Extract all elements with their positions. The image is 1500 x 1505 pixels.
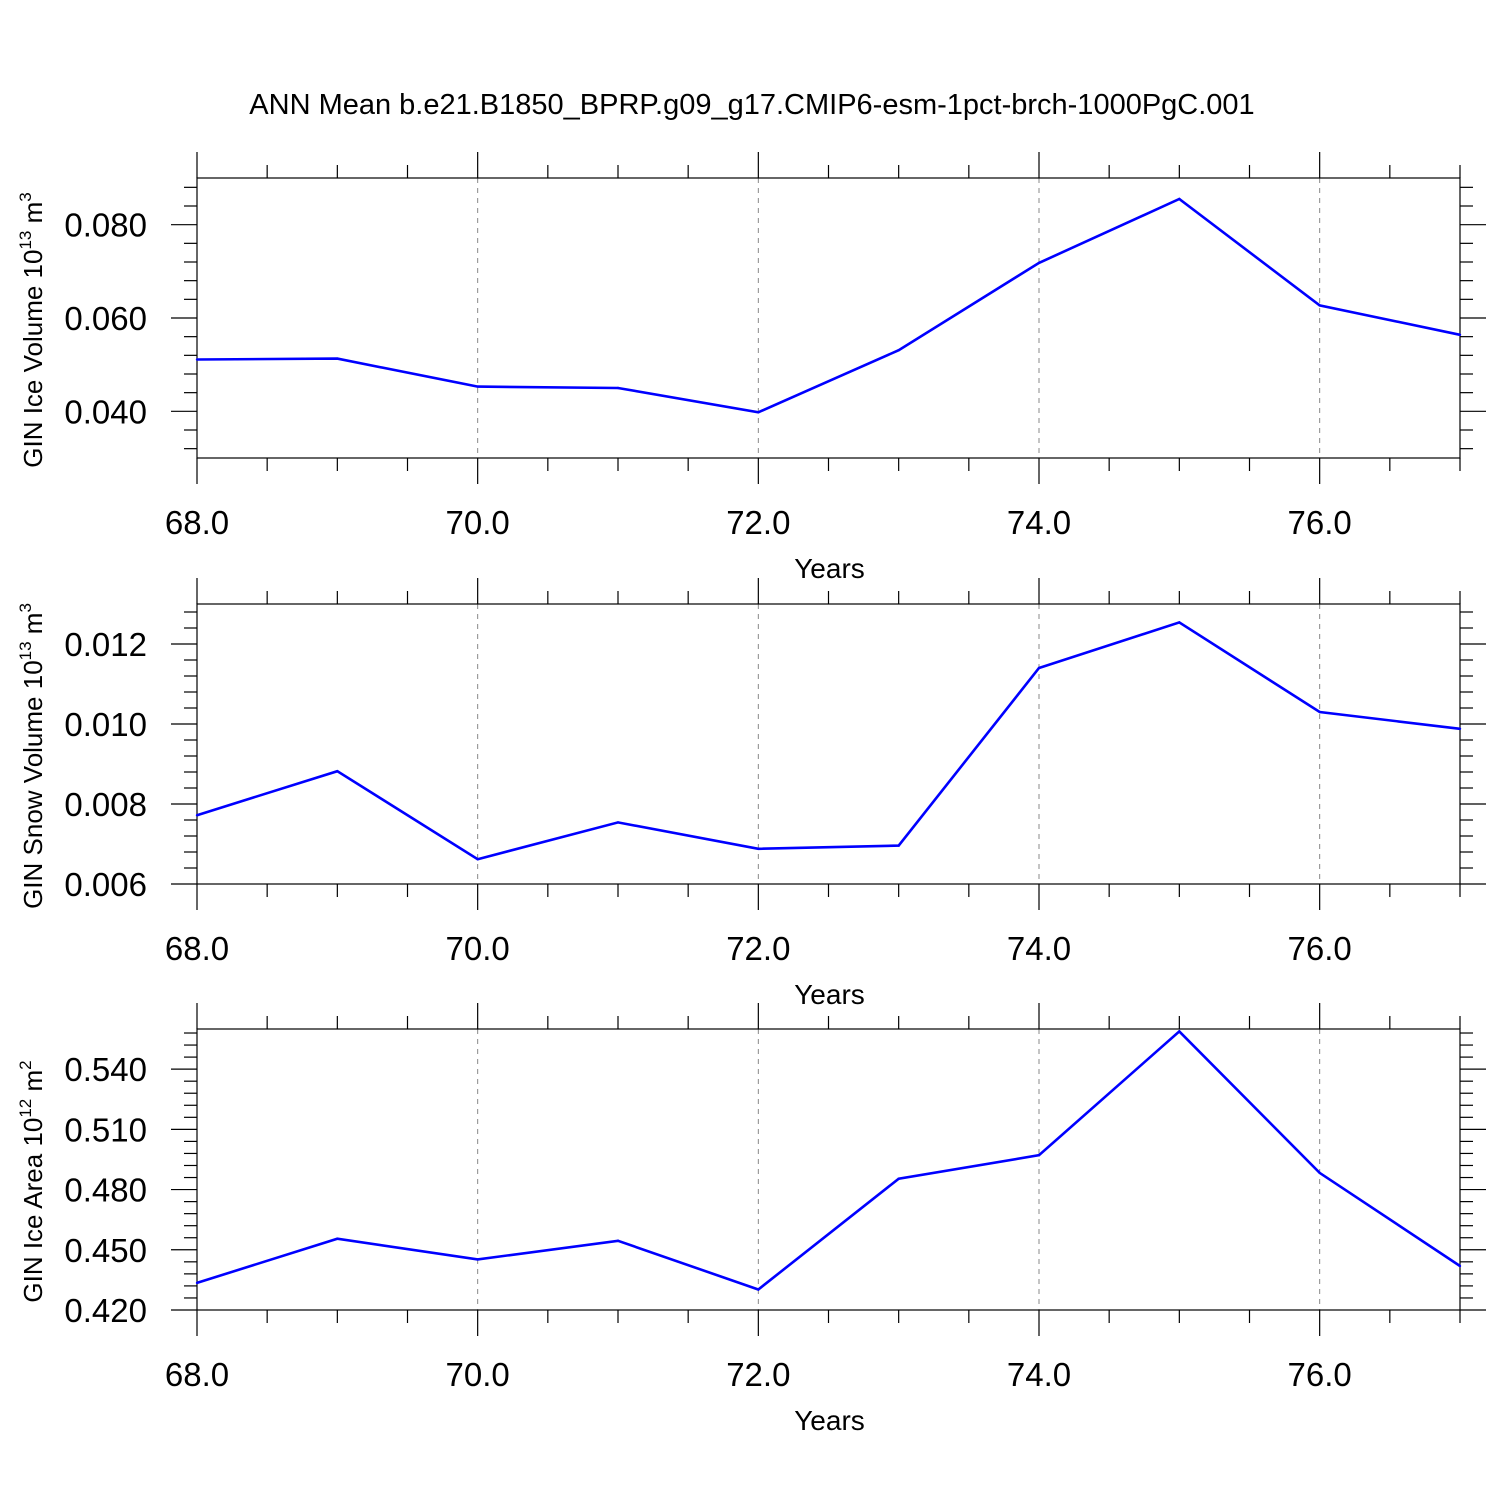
y-tick-label: 0.450 (64, 1232, 147, 1269)
data-point (476, 1258, 479, 1261)
x-tick-label: 76.0 (1288, 930, 1352, 967)
y-tick-label: 0.540 (64, 1051, 147, 1088)
data-point (195, 814, 199, 817)
series-line (196, 197, 1461, 414)
data-point (1318, 710, 1321, 714)
chart-title: ANN Mean b.e21.B1850_BPRP.g09_g17.CMIP6-… (249, 89, 1254, 121)
y-tick-label: 0.060 (64, 300, 147, 337)
x-tick-label: 76.0 (1288, 504, 1352, 541)
series-line (196, 620, 1461, 861)
plot-frame (196, 603, 1461, 885)
y-tick-label: 0.080 (64, 207, 147, 244)
data-point (1037, 261, 1041, 265)
data-point (1178, 1030, 1181, 1033)
x-tick-label: 68.0 (165, 504, 229, 541)
x-tick-label: 70.0 (446, 930, 510, 967)
x-axis-label: Years (794, 979, 865, 1010)
data-point (476, 385, 479, 388)
data-point (616, 386, 620, 390)
y-axis-label: GIN Ice Area 1012 m2 (16, 1060, 48, 1302)
y-tick-label: 0.040 (64, 393, 147, 430)
x-tick-label: 68.0 (165, 1356, 229, 1393)
x-axis-label: Years (794, 553, 865, 584)
x-tick-label: 70.0 (446, 504, 510, 541)
x-tick-label: 72.0 (726, 930, 790, 967)
x-tick-label: 68.0 (165, 930, 229, 967)
data-point (336, 1237, 339, 1240)
x-tick-label: 72.0 (726, 1356, 790, 1393)
y-axis-label: GIN Ice Volume 1013 m3 (16, 192, 48, 468)
data-point (757, 1288, 760, 1291)
y-tick-label: 0.010 (64, 706, 147, 743)
data-point (1037, 1154, 1041, 1157)
data-point (1318, 304, 1321, 307)
data-point (757, 847, 760, 850)
data-point (897, 1177, 900, 1180)
data-point (757, 411, 760, 414)
data-point (897, 844, 900, 847)
data-point (336, 770, 339, 773)
plot-frame (196, 1028, 1461, 1311)
y-tick-label: 0.510 (64, 1111, 147, 1148)
data-point (336, 357, 339, 360)
data-point (1458, 727, 1462, 730)
data-point (1458, 333, 1462, 336)
series-line (196, 1029, 1461, 1291)
y-tick-label: 0.006 (64, 866, 147, 903)
x-axis-label: Years (794, 1405, 865, 1436)
panel-1: 0.040 0.060 0.080 68.0 70.0 72.0 74.0 76.0 Years… (16, 152, 1486, 584)
data-point (476, 858, 479, 861)
x-tick-label: 74.0 (1007, 930, 1071, 967)
data-point (1458, 1264, 1462, 1268)
x-tick-label: 74.0 (1007, 504, 1071, 541)
data-point (616, 821, 620, 824)
x-tick-label: 76.0 (1288, 1356, 1352, 1393)
data-point (1318, 1171, 1321, 1175)
panel-3: 0.420 0.450 0.480 0.510 0.540 68.0 70.0 72.0 74.… (16, 1003, 1486, 1436)
x-tick-label: 74.0 (1007, 1356, 1071, 1393)
panel-2: 0.006 0.008 0.010 0.012 68.0 70.0 72.0 74.0 76.0… (16, 578, 1486, 1010)
y-axis-label: GIN Snow Volume 1013 m3 (16, 603, 48, 909)
y-tick-label: 0.008 (64, 786, 147, 823)
y-tick-label: 0.480 (64, 1172, 147, 1209)
data-point (897, 349, 900, 352)
data-point (616, 1239, 620, 1242)
data-point (195, 1281, 199, 1285)
data-point (195, 358, 199, 361)
plot-frame (196, 177, 1461, 459)
data-point (1037, 666, 1041, 670)
x-tick-label: 70.0 (446, 1356, 510, 1393)
data-point (1178, 197, 1181, 201)
y-tick-label: 0.420 (64, 1292, 147, 1329)
x-tick-label: 72.0 (726, 504, 790, 541)
data-point (1178, 621, 1181, 624)
y-tick-label: 0.012 (64, 626, 147, 663)
